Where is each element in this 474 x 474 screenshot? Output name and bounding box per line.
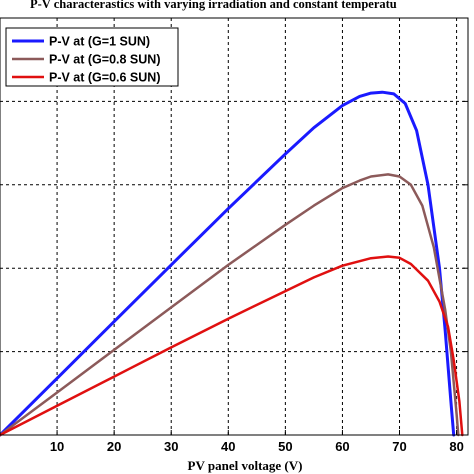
x-tick-label: 70 (392, 439, 406, 454)
x-tick-label: 80 (449, 439, 463, 454)
x-tick-label: 20 (107, 439, 121, 454)
legend-label-3: P-V at (G=0.6 SUN) (49, 71, 161, 85)
legend: P-V at (G=1 SUN) P-V at (G=0.8 SUN) P-V at… (5, 27, 179, 87)
series-layer (0, 90, 464, 437)
legend-items: P-V at (G=1 SUN) P-V at (G=0.8 SUN) P-V at… (12, 35, 161, 85)
legend-label-2: P-V at (G=0.8 SUN) (49, 53, 161, 67)
x-tick-label: 10 (50, 439, 64, 454)
legend-box (5, 27, 179, 87)
x-tick-label: 60 (335, 439, 349, 454)
x-tick-label: 30 (164, 439, 178, 454)
x-axis-label: PV panel voltage (V) (188, 458, 303, 473)
series-line-2 (0, 173, 460, 437)
series-line-1 (0, 90, 456, 437)
tick-layer: 10 20 30 40 50 60 70 80 (50, 17, 468, 454)
chart-title: P-V characterastics with varying irradia… (30, 0, 397, 11)
x-tick-label: 50 (278, 439, 292, 454)
x-tick-label: 40 (221, 439, 235, 454)
plot-frame (0, 17, 469, 436)
series-line-3 (0, 255, 464, 437)
legend-label-1: P-V at (G=1 SUN) (49, 35, 150, 49)
